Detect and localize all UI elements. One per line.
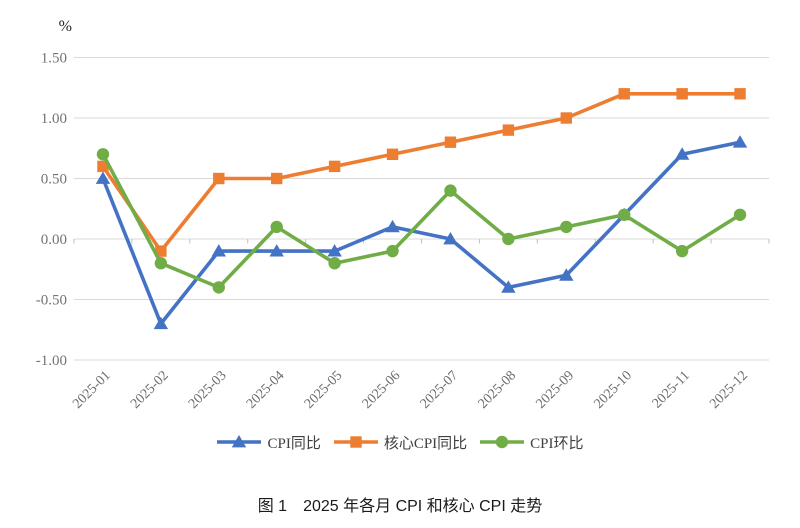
circle-marker bbox=[328, 257, 341, 270]
circle-marker bbox=[96, 148, 110, 161]
chart-legend: CPI同比 核心CPI同比 CPI环比 bbox=[0, 430, 800, 454]
legend-item-cpi-yoy: CPI同比 bbox=[216, 432, 321, 453]
triangle-marker bbox=[232, 435, 247, 448]
circle-marker bbox=[386, 244, 399, 258]
x-tick-label: 2025-05 bbox=[302, 368, 346, 412]
circle-marker bbox=[495, 435, 509, 449]
square-marker bbox=[97, 160, 109, 173]
x-tick-label: 2025-11 bbox=[650, 368, 693, 411]
triangle-marker bbox=[211, 244, 226, 257]
square-marker bbox=[350, 436, 362, 448]
square-marker bbox=[328, 160, 341, 173]
x-tick-label: 2025-06 bbox=[360, 368, 404, 412]
circle-marker bbox=[618, 208, 631, 221]
square-marker bbox=[560, 112, 572, 124]
x-tick-label: 2025-03 bbox=[186, 368, 230, 412]
triangle-marker bbox=[153, 316, 169, 330]
square-marker bbox=[213, 172, 225, 185]
x-tick-label: 2025-09 bbox=[534, 368, 578, 412]
y-axis-unit-label: % bbox=[59, 18, 72, 35]
triangle-marker bbox=[732, 135, 748, 148]
legend-item-cpi-mom: CPI环比 bbox=[479, 432, 584, 453]
y-tick-label: -0.50 bbox=[36, 293, 67, 309]
y-tick-label: 0.50 bbox=[41, 172, 67, 188]
square-marker bbox=[386, 148, 399, 160]
circle-marker bbox=[733, 208, 747, 221]
circle-marker bbox=[560, 220, 573, 234]
x-tick-label: 2025-02 bbox=[128, 368, 172, 412]
x-tick-label: 2025-07 bbox=[418, 368, 462, 412]
triangle-marker bbox=[269, 244, 284, 257]
triangle-marker bbox=[95, 171, 111, 184]
triangle-marker bbox=[501, 280, 516, 293]
triangle-marker bbox=[674, 147, 690, 160]
y-tick-label: 0.00 bbox=[41, 232, 67, 248]
legend-item-core-cpi-yoy: 核心CPI同比 bbox=[333, 432, 467, 453]
square-marker bbox=[444, 136, 457, 148]
legend-label: 核心CPI同比 bbox=[383, 435, 468, 452]
data-series bbox=[95, 88, 748, 330]
circle-marker bbox=[154, 257, 168, 270]
x-tick-label: 2025-10 bbox=[591, 368, 635, 412]
square-marker bbox=[618, 88, 630, 100]
square-marker bbox=[271, 172, 283, 185]
legend-line-triangle-icon bbox=[217, 435, 262, 448]
square-marker bbox=[676, 88, 688, 100]
circle-marker bbox=[212, 281, 225, 294]
triangle-marker bbox=[327, 244, 342, 257]
circle-marker bbox=[270, 220, 283, 234]
square-marker bbox=[155, 245, 167, 257]
series-line bbox=[101, 152, 742, 290]
circle-marker bbox=[675, 244, 689, 258]
square-marker bbox=[734, 88, 746, 100]
triangle-marker bbox=[559, 268, 574, 281]
circle-marker bbox=[444, 184, 457, 197]
gridlines bbox=[73, 57, 770, 361]
legend-label: CPI环比 bbox=[530, 435, 584, 452]
y-tick-label: 1.00 bbox=[41, 111, 67, 127]
x-tick-label: 2025-12 bbox=[707, 368, 751, 412]
series-line bbox=[101, 140, 742, 326]
x-tick-label: 2025-08 bbox=[476, 368, 520, 412]
x-tick-label: 2025-01 bbox=[70, 368, 114, 412]
figure-caption: 图 1 2025 年各月 CPI 和核心 CPI 走势 bbox=[257, 498, 543, 515]
triangle-marker bbox=[385, 219, 400, 233]
legend-line-square-icon bbox=[333, 436, 378, 448]
legend-line-circle-icon bbox=[480, 435, 525, 449]
y-tick-label: -1.00 bbox=[36, 353, 67, 369]
x-tick-label: 2025-04 bbox=[244, 368, 288, 412]
square-marker bbox=[502, 124, 515, 136]
series-line bbox=[101, 92, 742, 253]
y-tick-label: 1.50 bbox=[41, 51, 67, 67]
legend-label: CPI同比 bbox=[267, 435, 321, 452]
triangle-marker bbox=[443, 232, 458, 245]
circle-marker bbox=[502, 232, 515, 246]
